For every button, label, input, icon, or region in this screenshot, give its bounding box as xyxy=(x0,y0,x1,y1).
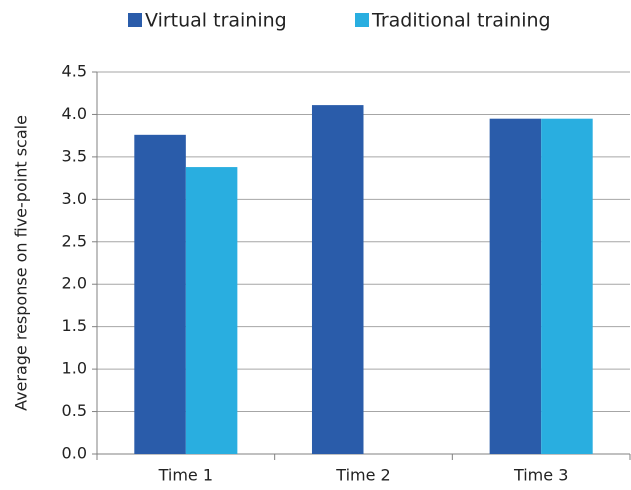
y-tick-label: 3.0 xyxy=(62,189,87,208)
y-tick-label: 1.0 xyxy=(62,359,87,378)
y-tick-label: 0.5 xyxy=(62,401,87,420)
legend-label: Virtual training xyxy=(145,10,287,32)
legend-label: Traditional training xyxy=(371,10,551,32)
bar xyxy=(134,134,186,454)
y-axis-label: Average response on five-point scale xyxy=(12,115,31,411)
y-tick-label: 4.0 xyxy=(62,104,87,123)
y-tick-label: 3.5 xyxy=(62,146,87,165)
legend-swatch xyxy=(355,13,369,27)
y-tick-label: 4.5 xyxy=(62,62,87,81)
bar xyxy=(185,167,238,454)
y-tick-label: 2.5 xyxy=(62,231,87,250)
y-tick-label: 0.0 xyxy=(62,444,87,463)
bar xyxy=(311,105,364,455)
y-tick-label: 1.5 xyxy=(62,316,87,335)
legend-swatch xyxy=(128,13,142,27)
bar xyxy=(541,118,593,454)
bar xyxy=(489,118,542,454)
x-tick-label: Time 2 xyxy=(335,466,390,485)
x-tick-label: Time 3 xyxy=(513,466,568,485)
x-tick-label: Time 1 xyxy=(158,466,213,485)
y-tick-label: 2.0 xyxy=(62,274,87,293)
